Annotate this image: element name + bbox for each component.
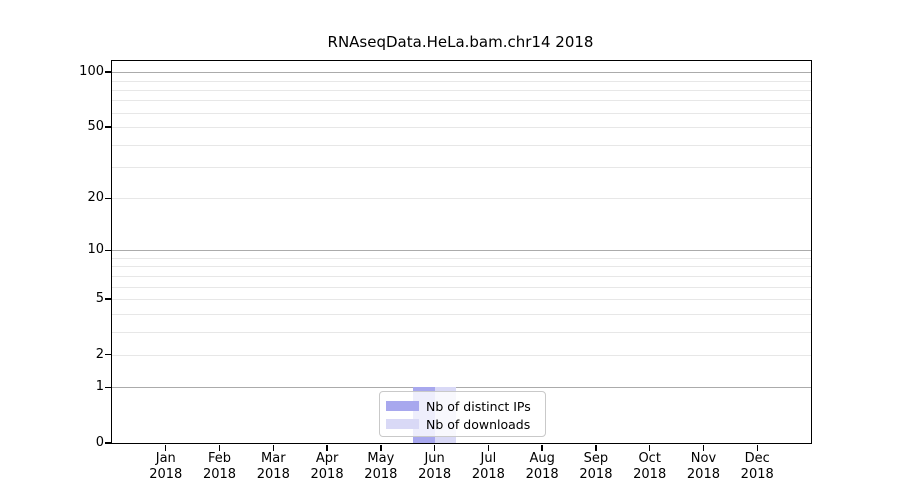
y-axis-tick-label: 50: [87, 119, 104, 135]
plot-area: 0 1 2 5 10 20 50 100 Jan 2018 Feb 2018 Mar 2018 Apr 201…: [79, 60, 812, 482]
gridline-major: [112, 72, 811, 74]
y-axis-tick-label: 10: [87, 242, 104, 258]
gridline-minor: [112, 89, 811, 91]
x-axis-tick: [541, 444, 543, 451]
gridline-minor: [112, 167, 811, 169]
x-axis-tick-label: Aug 2018: [525, 451, 559, 482]
x-axis-tick-label: Jun 2018: [418, 451, 452, 482]
legend-label-downloads: Nb of downloads: [426, 416, 531, 432]
x-axis-tick-label: Jul 2018: [471, 451, 505, 482]
x-axis-tick: [165, 444, 167, 451]
y-axis-tick-label: 2: [95, 346, 104, 362]
y-axis-tick: [105, 442, 111, 444]
x-axis-tick-label: Nov 2018: [686, 451, 720, 482]
y-axis-tick: [105, 249, 111, 251]
gridline-minor: [112, 257, 811, 259]
x-axis-tick: [648, 444, 651, 451]
x-axis-tick-label: May 2018: [364, 451, 398, 482]
gridline-minor: [112, 266, 811, 268]
y-axis-tick-label: 1: [95, 379, 104, 395]
x-axis-tick: [595, 444, 597, 451]
y-axis-tick: [105, 386, 111, 388]
legend-swatch-distinct-ips: [386, 401, 419, 411]
gridline-minor: [112, 275, 811, 277]
x-axis-tick-label: Oct 2018: [633, 451, 667, 482]
legend-swatch-downloads: [386, 419, 419, 429]
y-axis-tick-label: 0: [95, 435, 104, 450]
x-axis-tick-label: Sep 2018: [579, 451, 613, 482]
x-axis-tick: [380, 444, 382, 451]
gridline-minor: [112, 331, 811, 333]
legend-item-downloads: Nb of downloads: [386, 415, 537, 433]
y-axis-tick: [105, 298, 111, 300]
y-axis-tick: [105, 126, 111, 128]
gridline-major: [112, 387, 811, 389]
x-axis-tick: [218, 444, 221, 451]
legend-item-distinct-ips: Nb of distinct IPs: [386, 397, 537, 415]
gridline-minor: [112, 286, 811, 288]
x-axis-tick: [487, 444, 490, 451]
gridline-minor: [112, 354, 811, 356]
gridline-minor: [112, 198, 811, 200]
x-axis-tick: [272, 444, 274, 451]
x-axis-tick: [433, 444, 436, 451]
x-axis-tick: [756, 444, 758, 451]
x-axis-tick-label: Jan 2018: [149, 451, 183, 482]
chart-title: RNAseqData.HeLa.bam.chr14 2018: [327, 33, 594, 51]
gridline-minor: [112, 100, 811, 102]
gridline-major: [112, 250, 811, 252]
x-axis-tick-label: Feb 2018: [202, 451, 237, 482]
gridline-minor: [112, 144, 811, 146]
gridline-minor: [112, 112, 811, 114]
y-axis-tick: [105, 197, 111, 200]
gridline-minor: [112, 299, 811, 300]
x-axis-tick: [326, 444, 328, 451]
gridline-minor: [112, 313, 811, 315]
gridline-minor: [112, 127, 811, 129]
x-axis-tick-label: Mar 2018: [256, 451, 290, 482]
y-axis-tick-label: 20: [87, 190, 104, 206]
legend: Nb of distinct IPs Nb of downloads: [379, 391, 546, 437]
y-axis-tick-label: 5: [95, 291, 104, 306]
y-axis-tick-label: 100: [79, 64, 104, 80]
y-axis-tick: [105, 71, 111, 73]
gridline-minor: [112, 80, 811, 82]
legend-label-distinct-ips: Nb of distinct IPs: [426, 398, 531, 414]
x-axis-tick: [702, 444, 705, 451]
x-axis-tick-label: Dec 2018: [740, 451, 774, 482]
x-axis-tick-label: Apr 2018: [310, 451, 344, 482]
y-axis-tick: [105, 354, 111, 356]
